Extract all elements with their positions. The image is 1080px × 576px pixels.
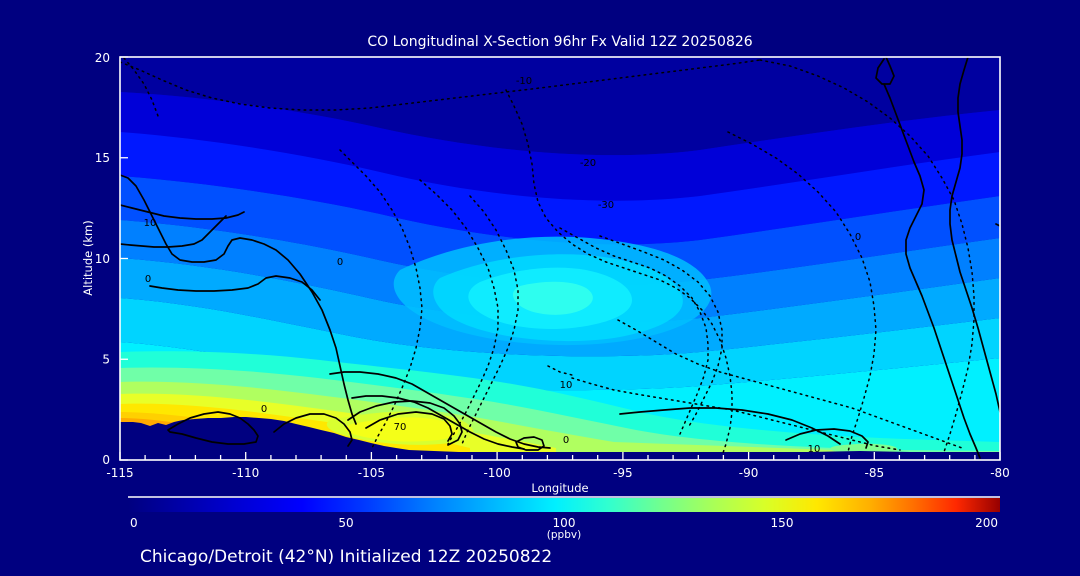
contour-solid-0-cell-mid <box>273 413 353 447</box>
colorbar-units-label: (ppbv) <box>547 529 581 541</box>
contour-solid-0-cell-west <box>167 411 259 445</box>
y-tick-label-1: 5 <box>102 353 110 367</box>
colorbar-tick-2: 100 <box>553 516 576 530</box>
contour-label-neg30: -30 <box>598 200 614 211</box>
x-axis-major-ticks <box>119 452 1001 460</box>
field-band-0000d8 <box>120 92 1000 201</box>
contour-label-0-west: 0 <box>145 274 151 285</box>
colorbar-tick-4: 200 <box>975 516 998 530</box>
x-tick-label-3: -100 <box>483 466 510 480</box>
contour-solid-10-east <box>949 57 1000 413</box>
contour-label-70-east: 10 <box>808 444 821 455</box>
contour-dotted-10-lower-east-2 <box>571 377 901 451</box>
contour-solid-70-east-cell <box>785 428 869 449</box>
contour-solid-0-slope-lower <box>351 395 525 450</box>
plot-area: 10 0 0 0 70 0 0 10 -10 -20 -30 10 <box>120 57 1000 460</box>
y-tick-label-0: 0 <box>102 453 110 467</box>
contour-dotted--10-east <box>759 59 975 453</box>
colorbar-tick-3: 150 <box>771 516 794 530</box>
contour-solid-70-inner <box>365 411 453 442</box>
contour-label-neg20: -20 <box>580 158 596 169</box>
field-band-0050ff <box>120 176 1000 286</box>
field-band-00aaff <box>120 258 1000 357</box>
page-title: CO Longitudinal X-Section 96hr Fx Valid … <box>367 34 752 50</box>
field-blob-midlevel-peak <box>512 281 593 315</box>
x-axis-title: Longitude <box>531 481 588 495</box>
colorbar-tick-1: 50 <box>338 516 353 530</box>
x-tick-label-0: -115 <box>106 466 133 480</box>
contour-solid-west-0 <box>120 174 357 425</box>
x-tick-label-7: -80 <box>990 466 1010 480</box>
contour-dotted--20-main <box>505 89 733 457</box>
contour-label-10-west: 10 <box>144 218 157 229</box>
colorbar[interactable] <box>128 498 1000 512</box>
contour-solid-0-label-loop-east <box>515 436 545 451</box>
contour-dotted--30-outer <box>599 235 723 429</box>
contour-solid-10-west <box>120 204 245 220</box>
x-tick-label-6: -85 <box>864 466 884 480</box>
y-axis-major-ticks <box>120 56 128 461</box>
contour-label-10-lower: 10 <box>560 380 573 391</box>
y-tick-label-3: 15 <box>95 151 110 165</box>
colorbar-tick-0: 0 <box>130 516 138 530</box>
x-axis-minor-ticks <box>144 455 976 460</box>
contour-dotted-10-lower-east <box>617 319 963 449</box>
contour-dotted--30-inner <box>461 195 519 445</box>
contour-dotted--20-inner <box>419 179 499 445</box>
contour-dotted--10-mideast <box>727 131 877 453</box>
field-band-0080ff <box>120 220 1000 323</box>
contour-label-70: 70 <box>394 422 407 433</box>
contour-dotted-10-lead <box>547 365 577 377</box>
contour-dotted--10-top <box>120 59 761 111</box>
contour-label-0-surface-west: 0 <box>261 404 267 415</box>
contour-dotted--30-mid <box>559 227 709 435</box>
terrain-mask <box>120 417 1000 460</box>
x-tick-label-1: -110 <box>232 466 259 480</box>
contour-solid-0-lowerwest <box>149 275 321 301</box>
contour-label-neg10: -10 <box>516 76 532 87</box>
x-tick-label-5: -90 <box>739 466 759 480</box>
contour-label-0-east: 0 <box>855 232 861 243</box>
field-band-0000a0 <box>120 57 1000 156</box>
contour-solid-west-upper <box>120 215 227 248</box>
contour-label-0-surface-east: 0 <box>563 435 569 446</box>
contour-solid-0-label-loop-top <box>875 57 895 85</box>
x-tick-label-2: -105 <box>358 466 385 480</box>
contour-solid-70-cell <box>347 400 463 446</box>
contour-label-0-mid: 0 <box>337 257 343 268</box>
contour-solid-0-east <box>883 83 981 459</box>
field-band-0018ff <box>120 132 1000 245</box>
y-axis-title: Altitude (km) <box>81 220 95 295</box>
contour-dotted--20-west <box>339 149 423 449</box>
x-tick-label-4: -95 <box>613 466 633 480</box>
y-tick-label-4: 20 <box>95 51 110 65</box>
figure-caption: Chicago/Detroit (42°N) Initialized 12Z 2… <box>140 547 552 567</box>
y-tick-label-2: 10 <box>95 252 110 266</box>
